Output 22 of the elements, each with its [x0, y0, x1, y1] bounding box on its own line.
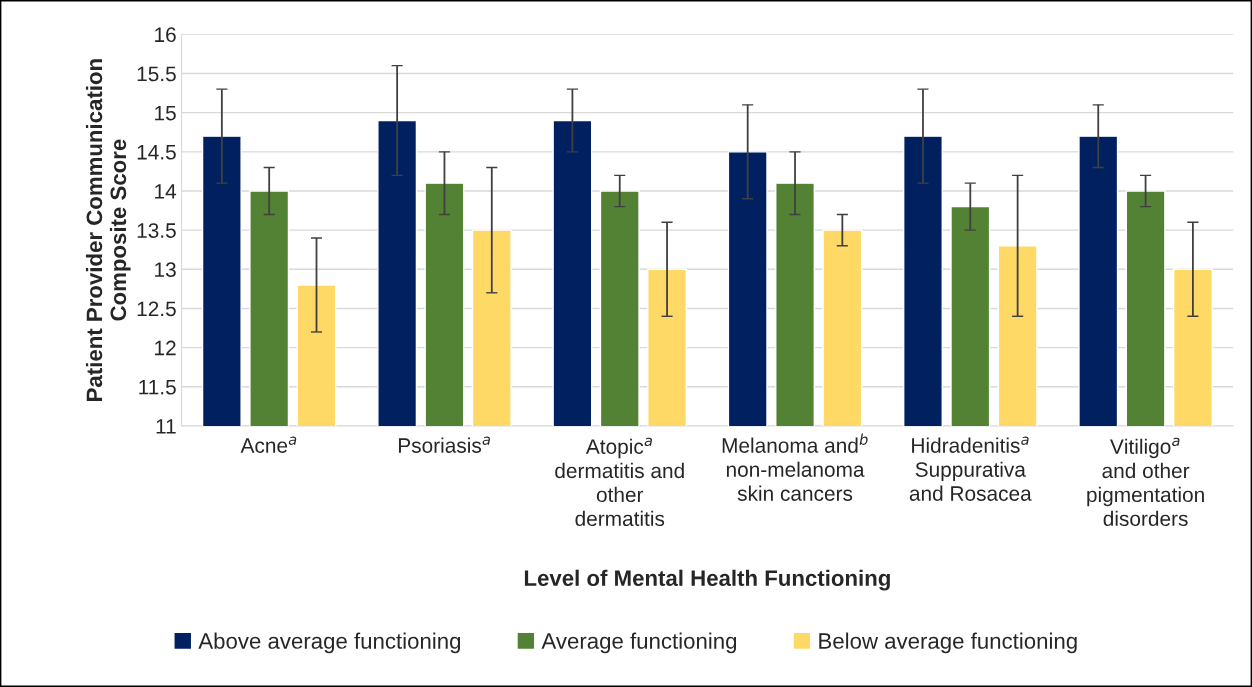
x-tick-label: Psoriasis$^{a}$ [398, 436, 490, 453]
y-tick-label: 12 [155, 340, 176, 356]
legend-label: Average functioning [541, 632, 737, 654]
x-tick-label: Vitiligo$^{a}$ and other pigmentation disorders [1087, 437, 1204, 527]
legend-label: Above average functioning [198, 632, 461, 654]
y-tick-label: 15 [155, 105, 176, 121]
y-tick-label: 12.5 [137, 301, 176, 317]
x-tick-label: Hidradenitis$^{a}$ Suppurativa and Rosacea [909, 436, 1032, 501]
x-tick-label: Melanoma and$^{b}$ non-melanoma skin cancers [722, 433, 868, 501]
y-tick-label: 15.5 [137, 66, 176, 82]
y-tick-label: 13.5 [137, 223, 176, 238]
y-tick-label: 16 [155, 27, 176, 43]
x-axis-title: Level of Mental Health Functioning [524, 569, 890, 591]
x-tick-label: Acne$^{a}$ [240, 436, 297, 453]
y-tick-label: 13 [155, 262, 176, 278]
y-tick-label: 14 [155, 184, 177, 199]
legend-label: Below average functioning [819, 632, 1077, 654]
y-tick-label: 14.5 [137, 145, 176, 160]
y-tick-label: 11.5 [139, 380, 176, 395]
y-tick-label: 11 [156, 419, 176, 434]
x-tick-label: Atopic$^{a}$ dermatitis and other dermatitis [555, 437, 684, 527]
y-axis-title: Patient Provider Communication Composite Score [85, 59, 131, 401]
